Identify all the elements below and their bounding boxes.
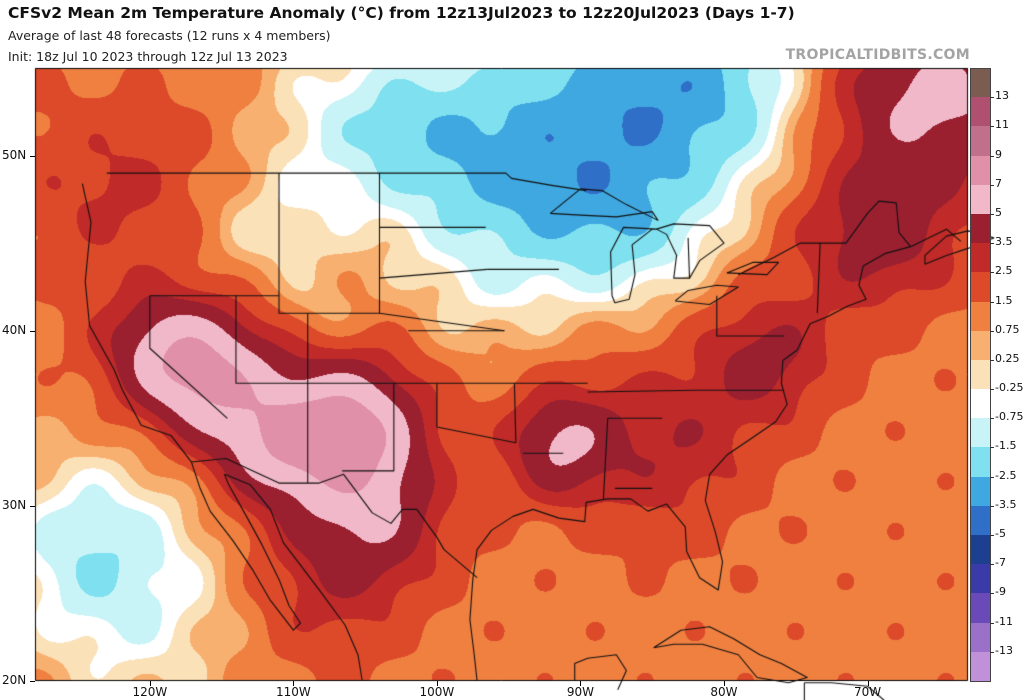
colorbar-swatch — [970, 535, 990, 565]
colorbar-swatch — [970, 593, 990, 624]
colorbar-tick — [990, 184, 994, 186]
colorbar-tick — [990, 622, 994, 624]
colorbar-tick — [990, 593, 994, 595]
colorbar-tick — [990, 389, 994, 391]
lon-label: 100W — [419, 685, 455, 699]
colorbar-label: -0.25 — [995, 381, 1024, 395]
lon-tick-mark — [436, 681, 438, 686]
colorbar-label: 9 — [995, 147, 1002, 161]
colorbar-swatch — [970, 184, 990, 215]
colorbar-label: -3.5 — [995, 497, 1017, 511]
lon-tick-mark — [723, 681, 725, 686]
lon-label: 110W — [275, 685, 311, 699]
colorbar-label: 2.5 — [995, 264, 1013, 278]
colorbar-tick — [990, 243, 994, 245]
colorbar-swatch — [970, 272, 990, 303]
site-watermark: TROPICALTIDBITS.COM — [785, 47, 970, 63]
lat-tick-mark — [30, 330, 35, 332]
colorbar-tick — [990, 330, 994, 332]
lon-tick-mark — [867, 681, 869, 686]
map-subtitle: Average of last 48 forecasts (12 runs x … — [8, 28, 331, 43]
colorbar-tick — [990, 476, 994, 478]
colorbar-tick — [990, 359, 994, 361]
lat-tick-mark — [30, 681, 35, 682]
colorbar-label: -11 — [995, 614, 1013, 628]
colorbar-swatch — [970, 330, 990, 361]
colorbar-label: -13 — [995, 643, 1013, 657]
colorbar-swatch — [970, 418, 990, 448]
colorbar-swatch — [970, 622, 990, 653]
lon-label: 70W — [853, 685, 882, 699]
colorbar-swatch — [970, 213, 990, 244]
colorbar-label: 1.5 — [995, 293, 1013, 307]
init-time: Init: 18z Jul 10 2023 through 12z Jul 13… — [8, 49, 288, 64]
colorbar-tick — [990, 155, 994, 157]
colorbar-swatch — [970, 564, 990, 594]
lat-tick-mark — [30, 505, 35, 507]
colorbar-swatch — [970, 359, 990, 390]
colorbar-swatch — [970, 126, 990, 157]
lat-tick-mark — [30, 155, 35, 157]
colorbar-tick — [990, 272, 994, 274]
colorbar-label: -2.5 — [995, 468, 1017, 482]
colorbar-tick — [990, 126, 994, 128]
colorbar-swatch — [970, 505, 990, 536]
colorbar-label: -1.5 — [995, 439, 1017, 453]
colorbar-tick — [990, 418, 994, 420]
colorbar-label: 13 — [995, 89, 1009, 103]
lon-tick-mark — [149, 681, 151, 686]
lon-tick-mark — [293, 681, 295, 686]
colorbar-tick — [990, 97, 994, 99]
lat-label: 50N — [2, 147, 27, 162]
colorbar-swatch — [970, 97, 990, 127]
colorbar-label: 3.5 — [995, 235, 1013, 249]
colorbar-frame — [970, 68, 991, 682]
map-title: CFSv2 Mean 2m Temperature Anomaly (°C) f… — [8, 4, 795, 22]
colorbar-tick — [990, 213, 994, 215]
colorbar-swatch — [970, 476, 990, 507]
colorbar-label: 5 — [995, 205, 1002, 219]
colorbar-label: 11 — [995, 118, 1009, 132]
lon-tick-mark — [580, 681, 582, 686]
lon-label: 120W — [132, 685, 168, 699]
colorbar-swatch — [970, 243, 990, 273]
colorbar-tick — [990, 564, 994, 566]
colorbar-label: 0.75 — [995, 322, 1020, 336]
lon-label: 90W — [566, 685, 594, 699]
colorbar-swatch — [970, 447, 990, 478]
colorbar-label: 7 — [995, 176, 1002, 190]
colorbar-tick — [990, 301, 994, 303]
colorbar-label: 0.25 — [995, 351, 1020, 365]
colorbar-swatch — [970, 68, 990, 98]
colorbar-swatch — [970, 651, 990, 682]
colorbar-tick — [990, 447, 994, 449]
colorbar-tick — [990, 505, 994, 507]
colorbar-swatch — [970, 155, 990, 186]
colorbar-tick — [990, 651, 994, 653]
colorbar-label: -5 — [995, 527, 1006, 541]
lat-label: 30N — [2, 497, 27, 512]
colorbar-swatch — [970, 301, 990, 332]
lon-label: 80W — [710, 685, 738, 699]
colorbar-label: -7 — [995, 556, 1006, 570]
colorbar-label: -9 — [995, 585, 1006, 599]
colorbar-tick — [990, 535, 994, 537]
lat-label: 40N — [2, 322, 27, 337]
lat-label: 20N — [2, 673, 27, 687]
colorbar-swatch — [970, 389, 990, 419]
colorbar-label: -0.75 — [995, 410, 1024, 424]
